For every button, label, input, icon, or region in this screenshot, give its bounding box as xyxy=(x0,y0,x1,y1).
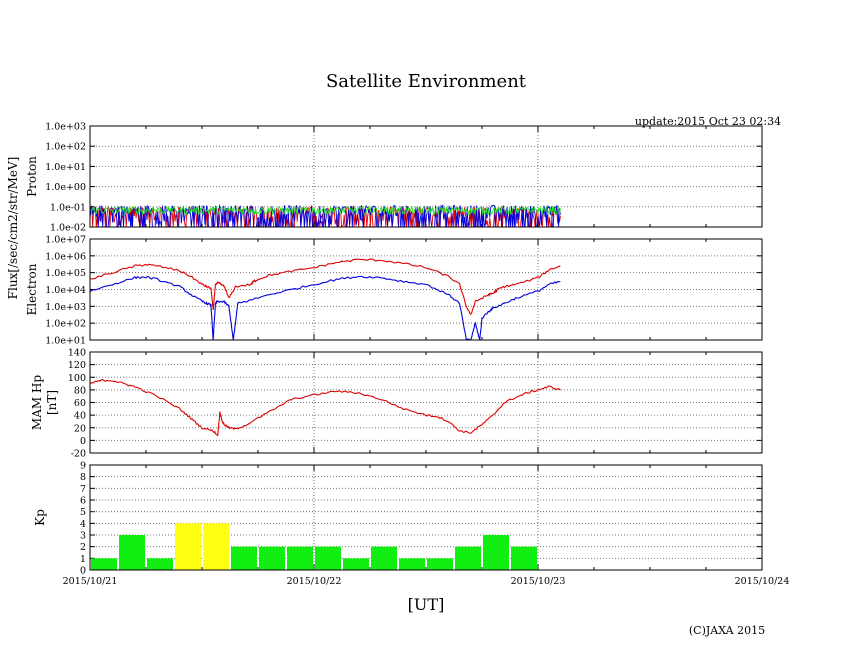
kp-bar xyxy=(91,558,117,570)
y-tick-label: 1.0e+02 xyxy=(45,319,86,330)
kp-bar xyxy=(259,546,285,570)
y-tick-label: 1.0e-01 xyxy=(50,202,86,213)
y-tick-label: 40 xyxy=(74,411,86,422)
y-axis-label: Kp xyxy=(33,509,47,526)
panel-border xyxy=(89,125,763,228)
copyright: (C)JAXA 2015 xyxy=(689,624,765,637)
update-timestamp: update:2015 Oct 23 02:34 xyxy=(635,115,781,128)
x-tick-label: 2015/10/22 xyxy=(287,576,342,587)
y-tick-label: 6 xyxy=(80,496,86,507)
series-line-proton-ch3 xyxy=(90,205,561,217)
y-tick-label: 80 xyxy=(74,385,86,396)
y-tick-label: 1.0e+01 xyxy=(45,162,86,173)
y-tick-label: 1.0e+02 xyxy=(45,142,86,153)
y-tick-label: 0 xyxy=(80,436,86,447)
y-tick-label: 7 xyxy=(80,484,86,495)
y-axis-label: Electron xyxy=(25,263,39,315)
y-axis-label: MAM Hp[nT] xyxy=(30,375,59,431)
y-tick-label: 1.0e+00 xyxy=(45,182,86,193)
kp-bar xyxy=(455,546,481,570)
kp-bar xyxy=(315,546,341,570)
y-tick-label: 1 xyxy=(80,554,86,565)
flux-label-text: Flux[/sec/cm2/str/MeV] xyxy=(6,157,20,300)
y-tick-label: 1.0e+03 xyxy=(45,122,86,133)
panel-electron: 1.0e+07 1.0e+06 1.0e+05 1.0e+04 1.0e+03 1.0e+… xyxy=(25,235,763,347)
kp-bar xyxy=(175,523,201,570)
kp-bar xyxy=(399,558,425,570)
y-tick-label: 8 xyxy=(80,472,86,483)
y-tick-label: 4 xyxy=(80,519,86,530)
x-tick-label: 2015/10/23 xyxy=(511,576,566,587)
series-line-hp xyxy=(90,379,561,437)
y-tick-label: 0 xyxy=(80,566,86,577)
y-tick-label: 9 xyxy=(80,461,86,472)
y-tick-label: 5 xyxy=(80,507,86,518)
y-tick-label: 1.0e+05 xyxy=(45,268,86,279)
y-tick-label: 140 xyxy=(68,348,86,359)
kp-bar xyxy=(203,523,229,570)
kp-bar xyxy=(287,546,313,570)
chart-title: Satellite Environment xyxy=(326,71,527,92)
kp-bar xyxy=(371,546,397,570)
y-tick-label: 2 xyxy=(80,542,86,553)
x-axis-title: [UT] xyxy=(408,595,445,614)
y-tick-label: 20 xyxy=(74,423,86,434)
panel-border xyxy=(89,464,763,571)
y-tick-label: 1.0e+06 xyxy=(45,251,86,262)
x-tick-label: 2015/10/24 xyxy=(735,576,790,587)
flux-axis-label: Flux[/sec/cm2/str/MeV] xyxy=(6,157,20,300)
y-tick-label: 3 xyxy=(80,531,86,542)
y-tick-label: 1.0e-02 xyxy=(50,223,86,234)
kp-bar xyxy=(231,546,257,570)
panel-border xyxy=(89,238,763,341)
kp-bar xyxy=(427,558,453,570)
x-tick-label: 2015/10/21 xyxy=(63,576,118,587)
y-tick-label: 120 xyxy=(68,360,86,371)
kp-bar xyxy=(483,535,509,570)
panel-border xyxy=(89,351,763,454)
kp-bar xyxy=(147,558,173,570)
kp-bar xyxy=(511,546,537,570)
panel-proton: 1.0e+03 1.0e+02 1.0e+01 1.0e+00 1.0e-01 1.0e-… xyxy=(25,122,763,234)
kp-bar xyxy=(119,535,145,570)
y-tick-label: 1.0e+03 xyxy=(45,302,86,313)
y-axis-label: Proton xyxy=(25,156,39,197)
y-tick-label: 60 xyxy=(74,398,86,409)
y-tick-label: -20 xyxy=(71,449,86,460)
y-tick-label: 1.0e+01 xyxy=(45,336,86,347)
y-tick-label: 1.0e+04 xyxy=(45,285,86,296)
kp-bar xyxy=(343,558,369,570)
series-line-electron-high xyxy=(90,258,561,316)
chart-panels: 1.0e+03 1.0e+02 1.0e+01 1.0e+00 1.0e-01 1.0e-… xyxy=(25,122,789,588)
y-tick-label: 100 xyxy=(68,373,86,384)
series-line-electron-low xyxy=(90,275,561,340)
y-tick-label: 1.0e+07 xyxy=(45,235,86,246)
